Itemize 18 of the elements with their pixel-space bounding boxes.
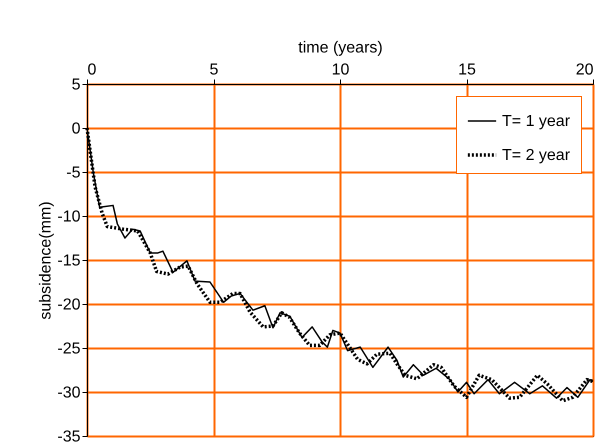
x-tick-label: 5 bbox=[210, 62, 219, 78]
x-tick-label: 20 bbox=[576, 62, 594, 78]
y-tick-label: -30 bbox=[57, 384, 81, 402]
x-tick-label: 15 bbox=[458, 62, 476, 78]
legend-label: T= 2 year bbox=[502, 147, 571, 164]
x-axis-title: time (years) bbox=[298, 40, 383, 56]
x-tick-label: 10 bbox=[332, 62, 350, 78]
y-tick-label: -35 bbox=[57, 428, 81, 446]
y-tick-label: -5 bbox=[66, 164, 81, 182]
y-tick-label: -20 bbox=[57, 296, 81, 314]
y-axis-title: subsidence(mm) bbox=[37, 201, 54, 320]
y-tick-label: 5 bbox=[72, 76, 81, 94]
y-tick-label: -15 bbox=[57, 252, 81, 270]
y-tick-label: -10 bbox=[57, 208, 81, 226]
y-tick-label: -25 bbox=[57, 340, 81, 358]
legend-label: T= 1 year bbox=[502, 113, 571, 130]
y-tick-label: 0 bbox=[72, 120, 81, 138]
x-tick-label: 0 bbox=[88, 62, 96, 78]
